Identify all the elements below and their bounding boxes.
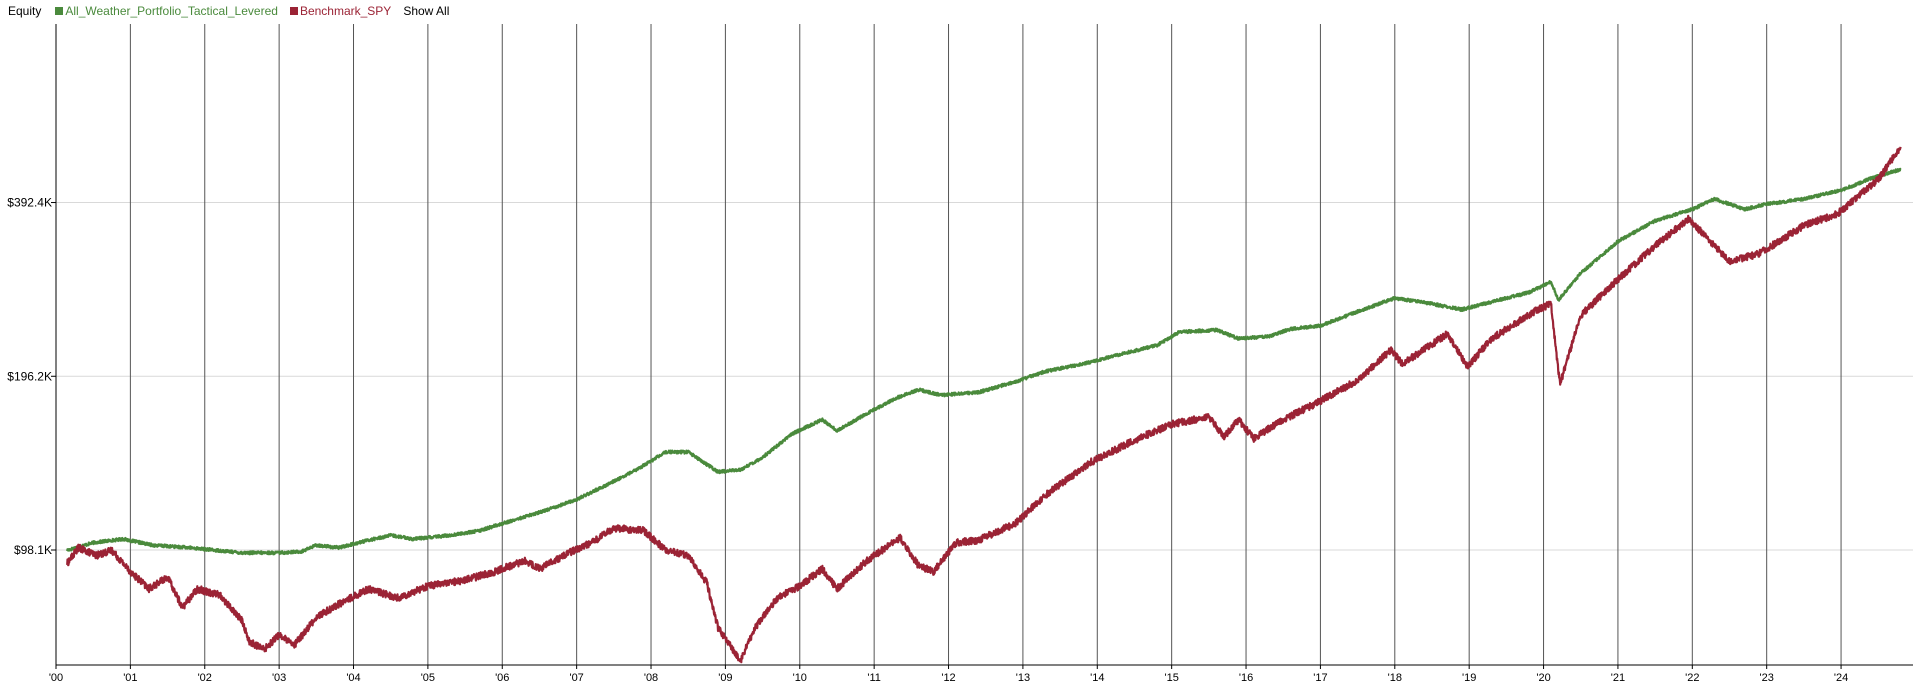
x-tick-label: '02	[198, 672, 212, 684]
legend-item-benchmark[interactable]: Benchmark_SPY	[289, 4, 392, 18]
x-tick-label: '13	[1016, 672, 1030, 684]
legend-label-benchmark: Benchmark_SPY	[299, 4, 392, 18]
x-tick-label: '15	[1164, 672, 1178, 684]
axis-layer	[55, 24, 1913, 666]
y-tick-label: $392.4K	[7, 196, 52, 210]
x-tick-label: '00	[49, 672, 63, 684]
legend-title: Equity	[8, 4, 42, 18]
legend-swatch-portfolio	[55, 7, 64, 15]
label-layer: $98.1K $196.2K $392.4K '00 '01 '02 '03 '04 '05 '0…	[7, 196, 1848, 684]
x-tick-label: '01	[123, 672, 137, 684]
series-layer	[66, 146, 1902, 664]
x-tick-label: '11	[867, 672, 881, 684]
x-tick-label: '09	[718, 672, 732, 684]
x-tick-label: '10	[793, 672, 807, 684]
legend-label-portfolio: All_Weather_Portfolio_Tactical_Levered	[65, 4, 278, 18]
x-tick-label: '22	[1685, 672, 1699, 684]
legend-swatch-benchmark	[289, 7, 298, 15]
y-tick-label: $196.2K	[7, 369, 52, 383]
portfolio-equity-line	[66, 167, 1902, 556]
x-tick-label: '04	[346, 672, 360, 684]
x-tick-label: '24	[1834, 672, 1848, 684]
x-tick-label: '12	[941, 672, 955, 684]
x-tick-label: '03	[272, 672, 286, 684]
x-tick-label: '06	[495, 672, 509, 684]
x-tick-label: '20	[1536, 672, 1550, 684]
grid-layer	[51, 24, 1913, 669]
x-tick-label: '23	[1760, 672, 1774, 684]
x-tick-label: '19	[1462, 672, 1476, 684]
x-tick-label: '18	[1388, 672, 1402, 684]
y-tick-label: $98.1K	[14, 543, 52, 557]
x-tick-label: '07	[569, 672, 583, 684]
x-tick-label: '08	[644, 672, 658, 684]
show-all-button[interactable]: Show All	[403, 4, 450, 18]
benchmark-equity-line	[66, 146, 1902, 664]
legend-item-portfolio[interactable]: All_Weather_Portfolio_Tactical_Levered	[55, 4, 278, 18]
x-tick-label: '16	[1239, 672, 1253, 684]
x-tick-label: '21	[1611, 672, 1625, 684]
legend: Equity All_Weather_Portfolio_Tactical_Le…	[8, 3, 449, 19]
x-tick-label: '17	[1313, 672, 1327, 684]
x-tick-label: '05	[421, 672, 435, 684]
x-tick-label: '14	[1090, 672, 1104, 684]
